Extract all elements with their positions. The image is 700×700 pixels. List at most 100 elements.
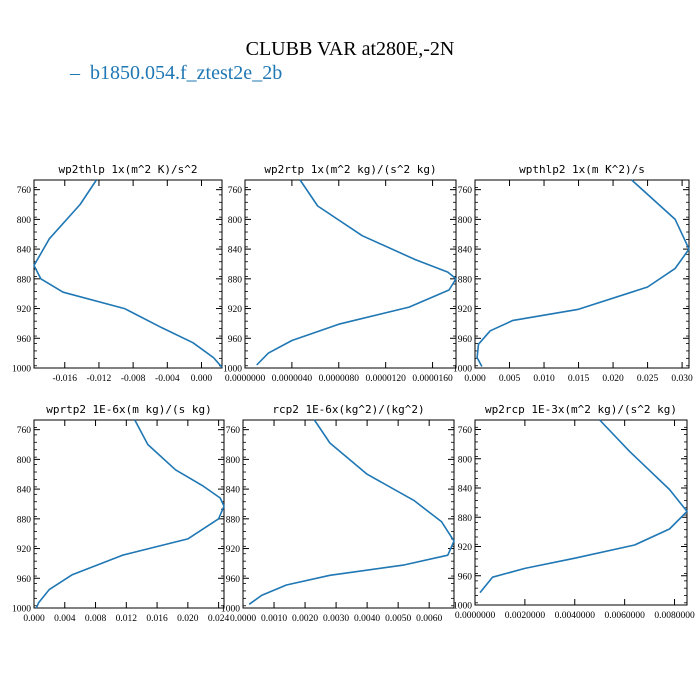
panel-title: wp2rtp 1x(m^2 kg)/(s^2 kg) bbox=[264, 163, 436, 176]
x-tick-label: 0.0000000 bbox=[455, 611, 496, 621]
y-tick-label: 1000 bbox=[453, 365, 472, 375]
plot-frame bbox=[244, 179, 457, 369]
x-tick-label: 0.0000000 bbox=[225, 374, 266, 384]
x-tick-label: 0.012 bbox=[116, 614, 138, 624]
x-tick-label: -0.004 bbox=[155, 374, 180, 384]
y-tick-label: 960 bbox=[226, 575, 241, 585]
x-tick-label: 0.024 bbox=[208, 614, 230, 624]
y-tick-label: 760 bbox=[17, 426, 32, 436]
panel-title: wp2rcp 1E-3x(m^2 kg)/(s^2 kg) bbox=[485, 403, 677, 416]
panel-title: wpthlp2 1x(m K^2)/s bbox=[519, 163, 645, 176]
chart-panel: wp2rcp 1E-3x(m^2 kg)/(s^2 kg) 760 800 840 88… bbox=[453, 403, 695, 621]
x-tick-label: 0.0040 bbox=[354, 614, 380, 624]
y-tick-label: 760 bbox=[17, 186, 32, 196]
x-tick-label: 0.0060000 bbox=[604, 611, 645, 621]
x-tick-label: -0.012 bbox=[87, 374, 112, 384]
x-tick-label: 0.0060 bbox=[416, 614, 442, 624]
x-tick-label: 0.0040000 bbox=[555, 611, 596, 621]
y-tick-label: 920 bbox=[458, 305, 473, 315]
panel-title: rcp2 1E-6x(kg^2)/(kg^2) bbox=[272, 403, 424, 416]
y-tick-label: 960 bbox=[228, 335, 243, 345]
y-tick-label: 880 bbox=[458, 514, 473, 524]
x-tick-label: 0.0050 bbox=[385, 614, 411, 624]
y-tick-label: 760 bbox=[226, 426, 241, 436]
x-tick-label: 0.0020 bbox=[292, 614, 318, 624]
y-tick-label: 800 bbox=[226, 456, 241, 466]
legend: – b1850.054.f_ztest2e_2b bbox=[69, 62, 282, 84]
y-tick-label: 880 bbox=[458, 275, 473, 285]
x-tick-label: 0.0000120 bbox=[365, 374, 406, 384]
series-line bbox=[476, 179, 690, 367]
figure-title: CLUBB VAR at280E,-2N bbox=[246, 38, 455, 60]
y-tick-label: 800 bbox=[17, 216, 32, 226]
x-tick-label: -0.016 bbox=[52, 374, 77, 384]
y-tick-label: 1000 bbox=[223, 365, 242, 375]
legend-label: b1850.054.f_ztest2e_2b bbox=[90, 62, 282, 84]
series-line bbox=[35, 419, 225, 609]
y-tick-label: 840 bbox=[458, 246, 473, 256]
x-tick-label: 0.0020000 bbox=[505, 611, 546, 621]
y-tick-label: 920 bbox=[17, 305, 32, 315]
x-tick-label: 0.025 bbox=[637, 374, 659, 384]
x-tick-label: 0.0080000 bbox=[654, 611, 695, 621]
plot-frame bbox=[33, 179, 223, 369]
plot-frame bbox=[242, 419, 455, 609]
legend-line-icon: – bbox=[69, 62, 81, 84]
x-tick-label: 0.0000080 bbox=[319, 374, 360, 384]
x-tick-label: 0.008 bbox=[85, 614, 107, 624]
y-tick-label: 840 bbox=[458, 485, 473, 495]
chart-panel: wp2thlp 1x(m^2 K)/s^2 760 800 840 880 920 960 1… bbox=[12, 163, 223, 384]
y-tick-label: 760 bbox=[228, 186, 243, 196]
y-tick-label: 1000 bbox=[453, 602, 472, 612]
x-tick-label: 0.000 bbox=[23, 614, 45, 624]
x-tick-label: 0.004 bbox=[54, 614, 76, 624]
x-tick-label: 0.0030 bbox=[323, 614, 349, 624]
x-tick-label: 0.016 bbox=[146, 614, 168, 624]
panel-title: wprtp2 1E-6x(m kg)/(s kg) bbox=[46, 403, 212, 416]
chart-panel: wprtp2 1E-6x(m kg)/(s kg) 760 800 840 880 920… bbox=[12, 403, 230, 624]
y-tick-label: 960 bbox=[458, 335, 473, 345]
y-tick-label: 920 bbox=[458, 543, 473, 553]
x-tick-label: 0.000 bbox=[191, 374, 213, 384]
x-tick-label: 0.020 bbox=[602, 374, 624, 384]
y-tick-label: 1000 bbox=[12, 605, 31, 615]
y-tick-label: 1000 bbox=[12, 365, 31, 375]
chart-panel: wpthlp2 1x(m K^2)/s 760 800 840 880 920 960 100… bbox=[453, 163, 693, 384]
y-tick-label: 880 bbox=[226, 515, 241, 525]
y-tick-label: 800 bbox=[228, 216, 243, 226]
series-line bbox=[256, 179, 457, 366]
series-line bbox=[479, 419, 688, 594]
chart-panel: rcp2 1E-6x(kg^2)/(kg^2) 760 800 840 880 920 96… bbox=[221, 403, 455, 624]
y-tick-label: 920 bbox=[226, 545, 241, 555]
y-tick-label: 800 bbox=[458, 216, 473, 226]
x-tick-label: 0.030 bbox=[671, 374, 693, 384]
panel-title: wp2thlp 1x(m^2 K)/s^2 bbox=[58, 163, 197, 176]
y-tick-label: 800 bbox=[458, 455, 473, 465]
plot-frame bbox=[33, 419, 225, 609]
x-tick-label: -0.008 bbox=[121, 374, 146, 384]
x-tick-label: 0.0000160 bbox=[412, 374, 453, 384]
y-tick-label: 960 bbox=[17, 335, 32, 345]
y-tick-label: 840 bbox=[228, 246, 243, 256]
x-tick-label: 0.0000040 bbox=[272, 374, 313, 384]
x-tick-label: 0.0010 bbox=[261, 614, 287, 624]
x-tick-label: 0.020 bbox=[177, 614, 199, 624]
y-tick-label: 840 bbox=[17, 486, 32, 496]
y-tick-label: 880 bbox=[17, 275, 32, 285]
x-tick-label: 0.005 bbox=[499, 374, 521, 384]
y-tick-label: 840 bbox=[226, 486, 241, 496]
x-tick-label: 0.000 bbox=[464, 374, 486, 384]
x-tick-label: 0.015 bbox=[568, 374, 590, 384]
y-tick-label: 880 bbox=[17, 515, 32, 525]
y-tick-label: 800 bbox=[17, 456, 32, 466]
x-tick-label: 0.0000 bbox=[230, 614, 256, 624]
y-tick-label: 760 bbox=[458, 186, 473, 196]
series-line bbox=[248, 419, 455, 605]
y-tick-label: 960 bbox=[17, 575, 32, 585]
x-tick-label: 0.010 bbox=[533, 374, 555, 384]
plot-frame bbox=[474, 179, 690, 369]
y-tick-label: 960 bbox=[458, 572, 473, 582]
y-tick-label: 920 bbox=[17, 545, 32, 555]
y-tick-label: 1000 bbox=[221, 605, 240, 615]
